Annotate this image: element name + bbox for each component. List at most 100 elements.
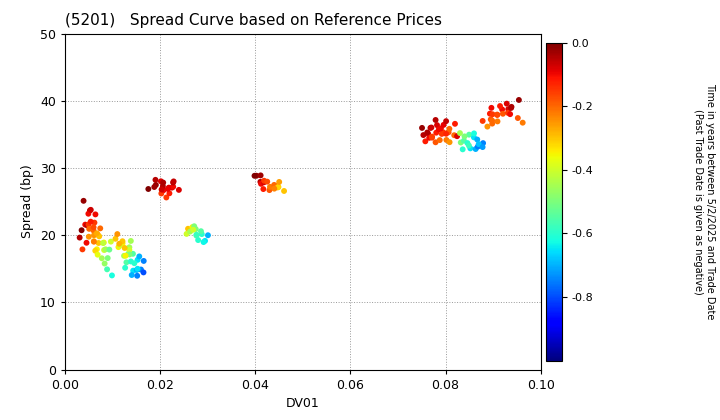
Point xyxy=(93,240,104,247)
Point xyxy=(430,139,441,146)
Point xyxy=(97,240,109,247)
Point xyxy=(438,121,449,128)
Point xyxy=(158,186,169,193)
Point xyxy=(138,257,150,264)
Point xyxy=(88,224,99,231)
Point xyxy=(102,266,113,273)
Point xyxy=(129,260,140,267)
Point xyxy=(477,140,489,147)
Point xyxy=(132,257,143,263)
Point xyxy=(167,179,179,186)
Point xyxy=(192,237,204,244)
Point xyxy=(109,236,121,242)
Point xyxy=(261,178,273,185)
Point xyxy=(120,265,131,271)
Point xyxy=(505,111,516,118)
Point xyxy=(279,188,290,194)
Point xyxy=(444,126,455,132)
Point xyxy=(492,112,503,118)
Point xyxy=(441,131,452,137)
Point xyxy=(457,146,469,153)
Point xyxy=(155,178,166,185)
Point xyxy=(117,238,128,244)
Point xyxy=(119,244,130,251)
Point xyxy=(191,231,202,238)
Point xyxy=(196,231,207,237)
Point xyxy=(505,103,517,110)
Point xyxy=(85,207,96,213)
Point xyxy=(156,190,167,197)
Point xyxy=(100,246,112,253)
Point xyxy=(449,121,461,127)
Point xyxy=(78,197,89,204)
Point xyxy=(423,134,435,141)
Point xyxy=(121,259,132,266)
Point xyxy=(468,130,480,137)
Point xyxy=(126,272,138,278)
Point xyxy=(85,218,96,225)
Point xyxy=(494,102,505,109)
Point xyxy=(487,120,498,127)
Point xyxy=(181,231,192,237)
X-axis label: DV01: DV01 xyxy=(286,397,320,410)
Point xyxy=(416,125,428,131)
Point xyxy=(449,132,460,139)
Point xyxy=(503,106,514,113)
Point xyxy=(92,251,104,258)
Point xyxy=(485,116,497,123)
Point xyxy=(256,181,267,187)
Point xyxy=(441,118,452,124)
Y-axis label: Spread (bp): Spread (bp) xyxy=(21,165,35,239)
Point xyxy=(451,133,463,139)
Point xyxy=(258,177,270,184)
Point xyxy=(90,211,102,218)
Point xyxy=(248,173,260,179)
Point xyxy=(497,110,508,117)
Point xyxy=(273,184,284,190)
Point xyxy=(163,190,175,197)
Point xyxy=(79,221,91,228)
Point xyxy=(143,186,154,192)
Point xyxy=(477,144,488,150)
Point xyxy=(187,226,199,233)
Point xyxy=(102,255,114,262)
Point xyxy=(251,172,262,179)
Point xyxy=(255,172,266,179)
Point xyxy=(127,250,139,257)
Point xyxy=(168,178,179,185)
Point xyxy=(258,179,270,186)
Point xyxy=(83,221,94,228)
Point xyxy=(444,139,455,146)
Point xyxy=(91,230,103,236)
Point xyxy=(84,207,96,214)
Point xyxy=(89,219,100,226)
Point xyxy=(426,124,437,131)
Point xyxy=(84,226,95,232)
Point xyxy=(94,225,106,232)
Point xyxy=(99,247,110,253)
Point xyxy=(88,238,99,245)
Point xyxy=(184,228,196,235)
Point xyxy=(150,176,161,183)
Point xyxy=(438,129,449,136)
Point xyxy=(513,97,525,103)
Point xyxy=(89,247,101,254)
Point xyxy=(482,123,493,130)
Point xyxy=(487,117,498,124)
Point xyxy=(99,260,110,267)
Point xyxy=(420,138,431,144)
Point xyxy=(264,184,276,190)
Point xyxy=(264,187,275,194)
Point xyxy=(272,184,284,191)
Y-axis label: Time in years between 5/2/2025 and Trade Date
(Past Trade Date is given as negat: Time in years between 5/2/2025 and Trade… xyxy=(693,84,715,320)
Point xyxy=(76,227,87,234)
Point xyxy=(125,238,137,244)
Point xyxy=(92,231,104,238)
Point xyxy=(472,143,484,150)
Point xyxy=(120,252,131,259)
Point xyxy=(166,184,178,191)
Point xyxy=(271,182,283,189)
Point xyxy=(433,126,444,133)
Point xyxy=(158,187,169,194)
Point xyxy=(487,111,498,118)
